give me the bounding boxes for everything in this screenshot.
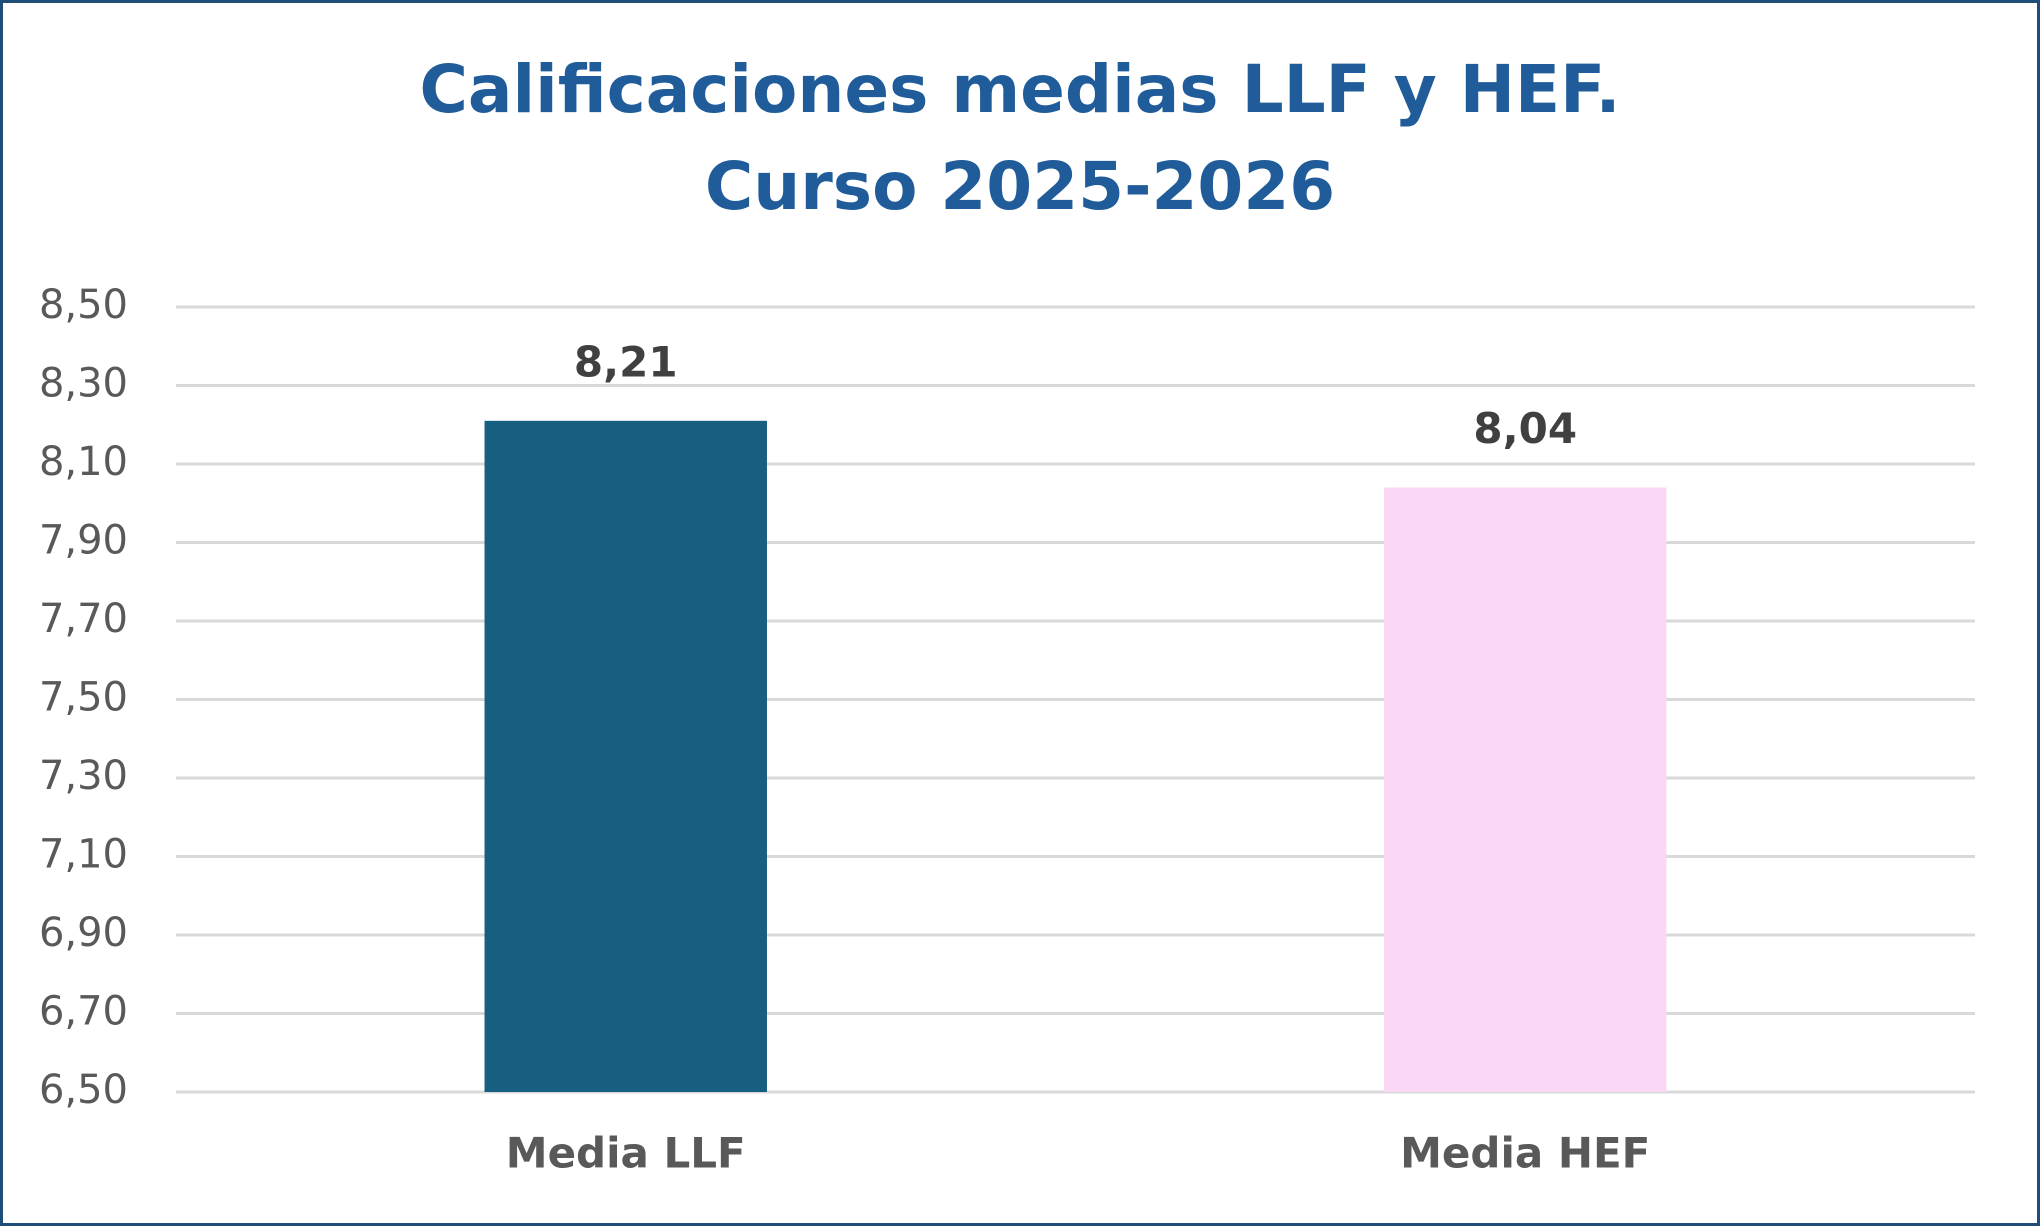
y-tick-label: 7,90 [39,518,128,564]
y-tick-label: 8,10 [39,439,128,485]
y-tick-label: 7,10 [39,832,128,878]
y-tick-label: 7,70 [39,596,128,642]
y-tick-label: 8,30 [39,361,128,407]
chart-title: Curso 2025-2026 [705,148,1335,225]
y-tick-label: 6,90 [39,910,128,956]
y-tick-label: 7,30 [39,753,128,799]
bar [484,420,767,1092]
x-tick-label: Media LLF [506,1129,746,1178]
value-label: 8,04 [1473,404,1577,453]
chart-title: Calificaciones medias LLF y HEF. [419,51,1620,128]
x-tick-label: Media HEF [1400,1129,1650,1178]
y-tick-label: 7,50 [39,675,128,721]
y-tick-label: 6,50 [39,1067,128,1113]
value-label: 8,21 [574,337,678,386]
y-tick-label: 8,50 [39,282,128,328]
y-tick-label: 6,70 [39,989,128,1035]
bar [1384,487,1667,1092]
